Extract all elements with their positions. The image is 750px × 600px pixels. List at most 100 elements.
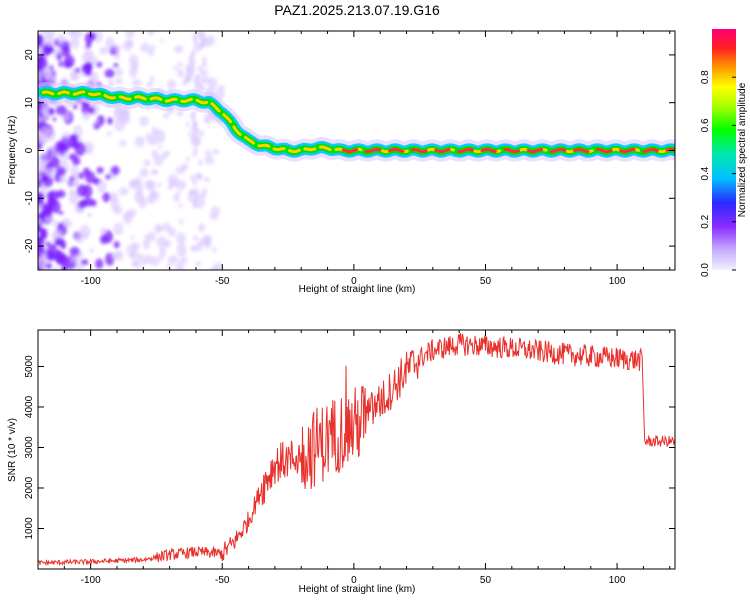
- noise-blob: [70, 189, 74, 194]
- noise-blob: [56, 190, 65, 198]
- noise-blob: [176, 262, 184, 274]
- spectrogram-xtick-label: 50: [480, 276, 492, 287]
- noise-blob: [139, 168, 148, 177]
- noise-blob: [100, 227, 107, 235]
- noise-blob: [205, 156, 215, 164]
- noise-blob: [212, 247, 216, 252]
- noise-blob: [186, 66, 194, 72]
- noise-blob: [191, 52, 195, 58]
- noise-blob: [205, 243, 211, 249]
- noise-blob: [94, 119, 99, 124]
- noise-blob: [56, 105, 67, 115]
- noise-blob: [67, 221, 72, 228]
- noise-blob: [177, 243, 187, 257]
- noise-blob: [115, 78, 123, 85]
- colorbar-tick-label: 0.8: [700, 70, 711, 84]
- snr-ylabel: SNR (10 * v/v): [7, 418, 18, 482]
- noise-blob: [97, 179, 107, 193]
- colorbar: 0.00.20.40.60.8 Normalized spectral ampl…: [700, 29, 748, 277]
- noise-blob: [107, 117, 113, 124]
- colorbar-tick-label: 0.2: [700, 214, 711, 228]
- noise-blob: [87, 106, 95, 114]
- spectrogram-ylabel: Frequency (Hz): [7, 116, 18, 185]
- noise-blob: [131, 261, 138, 266]
- noise-blob: [186, 122, 190, 127]
- figure-title: PAZ1.2025.213.07.19.G16: [274, 2, 440, 18]
- noise-blob: [174, 45, 184, 53]
- snr-ytick-label: 2000: [24, 476, 35, 499]
- noise-blob: [144, 160, 151, 167]
- noise-blob: [201, 190, 206, 197]
- noise-blob: [129, 66, 138, 78]
- noise-blob: [72, 157, 80, 166]
- noise-blob: [179, 203, 183, 207]
- noise-blob: [147, 232, 156, 242]
- noise-blob: [102, 192, 110, 202]
- noise-blob: [195, 128, 199, 134]
- noise-blob: [202, 57, 206, 63]
- noise-blob: [200, 85, 204, 91]
- noise-blob: [111, 251, 120, 260]
- noise-blob: [78, 172, 85, 179]
- noise-blob: [61, 154, 68, 163]
- noise-blob: [57, 253, 67, 264]
- figure: PAZ1.2025.213.07.19.G16 -100 -50 0 50 100-20…: [0, 0, 750, 600]
- noise-blob: [210, 213, 218, 220]
- noise-blob: [35, 76, 42, 83]
- noise-blob: [75, 68, 80, 73]
- noise-blob: [59, 211, 64, 215]
- noise-blob: [150, 137, 158, 146]
- noise-blob: [91, 200, 97, 207]
- noise-blob: [199, 42, 203, 48]
- noise-blob: [193, 180, 197, 186]
- snr-ytick-label: 1000: [24, 517, 35, 540]
- noise-blob: [183, 77, 190, 83]
- noise-blob: [95, 259, 103, 270]
- noise-blob: [208, 78, 217, 90]
- noise-blob: [67, 27, 77, 37]
- noise-blob: [114, 241, 120, 249]
- snr-xtick-label: -100: [81, 575, 101, 586]
- noise-blob: [200, 32, 204, 38]
- noise-blob: [57, 34, 66, 44]
- noise-blob: [115, 68, 122, 77]
- noise-blob: [197, 173, 201, 179]
- spectrogram-ytick-label: -20: [24, 238, 35, 253]
- noise-blob: [135, 182, 143, 193]
- noise-blob: [174, 66, 179, 71]
- noise-blob: [83, 232, 89, 239]
- noise-blob: [163, 113, 169, 120]
- noise-blob: [149, 76, 155, 81]
- noise-blob: [167, 185, 173, 190]
- noise-blob: [80, 200, 88, 206]
- snr-plot-area: [38, 330, 675, 569]
- noise-blob: [89, 248, 94, 253]
- noise-blob: [161, 152, 167, 160]
- noise-blob: [178, 61, 182, 67]
- noise-blob: [205, 150, 212, 157]
- spectrogram-ytick-label: -10: [24, 191, 35, 206]
- noise-blob: [129, 54, 139, 66]
- noise-blob: [43, 67, 52, 79]
- noise-blob: [151, 127, 158, 136]
- noise-blob: [194, 147, 198, 153]
- noise-blob: [85, 171, 95, 183]
- noise-blob: [143, 256, 151, 263]
- colorbar-label: Normalized spectral amplitude: [737, 82, 748, 217]
- noise-blob: [38, 112, 44, 117]
- noise-blob: [201, 77, 205, 83]
- noise-blob: [43, 153, 49, 158]
- noise-blob: [46, 251, 55, 260]
- noise-blob: [46, 263, 52, 270]
- noise-blob: [104, 69, 114, 78]
- noise-blob: [49, 244, 57, 253]
- noise-blob: [46, 168, 56, 178]
- noise-blob: [132, 79, 142, 87]
- noise-blob: [81, 64, 91, 74]
- noise-blob: [198, 65, 202, 71]
- noise-blob: [176, 232, 186, 244]
- noise-blob: [49, 157, 60, 168]
- noise-blob: [168, 255, 179, 264]
- noise-blob: [41, 266, 45, 272]
- noise-blob: [187, 133, 191, 136]
